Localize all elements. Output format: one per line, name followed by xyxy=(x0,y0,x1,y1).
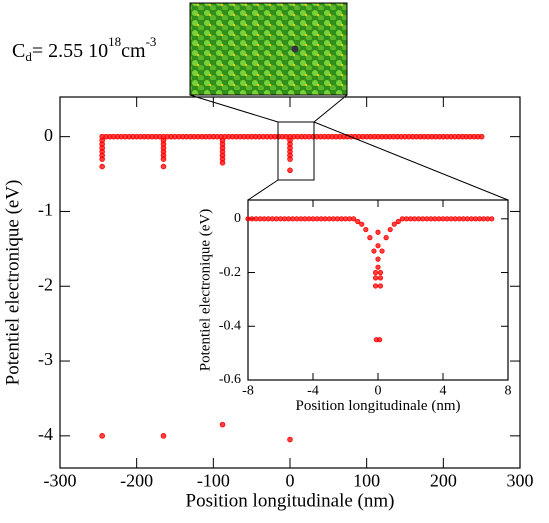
data-point xyxy=(375,229,381,235)
zoom-line xyxy=(189,94,279,123)
x-tick-label: -100 xyxy=(197,471,230,491)
inset-background xyxy=(248,200,508,380)
x-axis-label: Position longitudinale (nm) xyxy=(186,491,395,512)
y-tick-label: -1 xyxy=(38,200,53,220)
data-point xyxy=(375,256,381,262)
crystal-image xyxy=(189,2,348,96)
x-tick-label: 0 xyxy=(375,383,382,398)
x-tick-label: 300 xyxy=(507,471,534,491)
data-point xyxy=(99,163,105,170)
data-point xyxy=(160,163,167,170)
zoom-line xyxy=(313,94,348,123)
dopant-atom xyxy=(291,45,299,53)
y-tick-label: -0.4 xyxy=(219,318,241,333)
data-point xyxy=(351,216,357,222)
y-axis-label: Potentiel electronique (eV) xyxy=(2,180,23,386)
data-point xyxy=(387,226,393,233)
data-point xyxy=(379,248,385,254)
zoom-line xyxy=(313,121,509,201)
y-axis-label: Potentiel electronique (eV) xyxy=(197,209,213,371)
y-tick-label: 0 xyxy=(44,125,53,145)
x-tick-label: -300 xyxy=(44,471,77,491)
data-point xyxy=(355,218,361,225)
data-point xyxy=(363,226,369,233)
x-tick-label: 0 xyxy=(286,471,295,491)
data-point xyxy=(99,433,105,439)
annotation-part: cm xyxy=(121,40,146,62)
y-tick-label: -2 xyxy=(38,274,53,294)
zoom-line xyxy=(247,179,279,201)
data-point xyxy=(372,275,379,281)
x-tick-label: -8 xyxy=(242,383,254,398)
y-tick-label: 0 xyxy=(234,211,241,226)
data-point xyxy=(359,221,365,227)
data-point xyxy=(377,337,383,343)
x-tick-label: 200 xyxy=(430,471,457,491)
data-point xyxy=(219,421,226,428)
data-point xyxy=(371,248,377,254)
data-point xyxy=(383,235,389,241)
y-tick-label: -0.2 xyxy=(219,265,241,280)
main-plot: -300 -200 -100 0 100 200 300-4-3-2-10Position … xyxy=(2,96,534,512)
annotation-part: = 2.55 10 xyxy=(32,40,108,62)
data-point xyxy=(377,283,384,289)
annotation-part: -3 xyxy=(146,34,157,49)
data-point xyxy=(287,436,293,443)
x-tick-label: -4 xyxy=(307,383,319,398)
y-tick-label: -4 xyxy=(38,424,53,444)
annotation-part: C xyxy=(12,40,25,62)
data-point xyxy=(219,160,226,166)
data-point xyxy=(287,167,293,174)
data-point xyxy=(160,433,167,439)
data-point xyxy=(160,156,167,162)
data-point xyxy=(478,133,485,140)
data-point xyxy=(489,216,495,222)
x-tick-label: 4 xyxy=(440,383,447,398)
annotation-part: d xyxy=(25,49,32,64)
x-tick-label: 100 xyxy=(353,471,380,491)
data-point xyxy=(99,156,105,162)
data-point xyxy=(375,264,381,270)
annotation: Cd= 2.55 1018cm-3 xyxy=(12,34,156,64)
data-point xyxy=(375,243,381,249)
data-point xyxy=(395,218,401,225)
data-point xyxy=(377,275,384,281)
x-tick-label: 8 xyxy=(505,383,512,398)
data-point xyxy=(372,269,379,276)
zoom-box xyxy=(277,121,315,181)
x-tick-label: -200 xyxy=(120,471,153,491)
annotation-part: 18 xyxy=(108,34,121,49)
x-axis-label: Position longitudinale (nm) xyxy=(296,398,461,414)
data-point xyxy=(367,235,373,241)
data-point xyxy=(391,221,397,227)
data-point xyxy=(287,156,293,162)
y-tick-label: -3 xyxy=(38,349,53,369)
y-tick-label: -0.6 xyxy=(219,372,241,387)
data-point xyxy=(372,283,379,289)
data-point xyxy=(377,269,384,276)
